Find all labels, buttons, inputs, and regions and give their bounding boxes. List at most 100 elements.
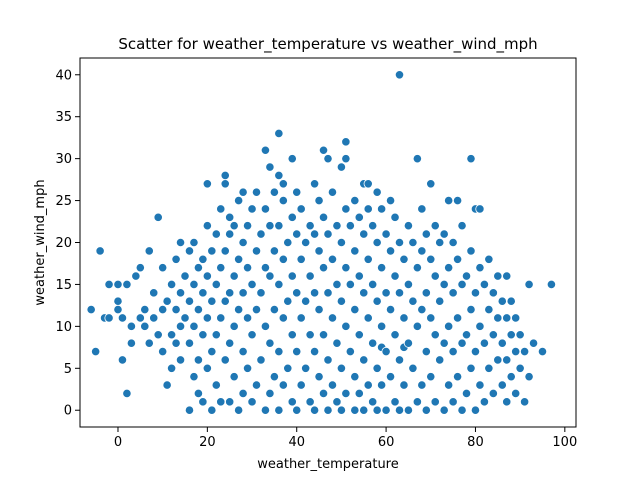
data-point	[466, 246, 476, 256]
data-point	[318, 263, 329, 273]
data-point	[283, 296, 293, 306]
x-tick-label: 20	[199, 435, 216, 450]
data-point	[260, 204, 271, 214]
data-point	[426, 179, 436, 189]
data-point	[207, 405, 217, 415]
data-point	[220, 296, 230, 306]
x-tick-label: 40	[288, 435, 305, 450]
data-point	[238, 288, 248, 298]
data-point	[457, 338, 467, 348]
data-point	[104, 313, 114, 323]
data-point	[314, 304, 324, 315]
data-point	[421, 405, 431, 415]
data-point	[466, 363, 476, 373]
data-point	[274, 346, 284, 357]
data-point	[488, 388, 498, 399]
data-point	[242, 263, 253, 273]
data-point	[350, 372, 360, 382]
y-tick-label: 25	[55, 194, 72, 209]
data-point	[412, 154, 422, 164]
data-point	[430, 330, 440, 340]
data-point	[309, 405, 320, 415]
data-point	[385, 195, 396, 206]
data-point	[234, 254, 244, 264]
data-point	[444, 195, 454, 206]
data-point	[113, 304, 123, 315]
data-point	[274, 405, 284, 415]
data-point	[399, 254, 409, 264]
data-point	[309, 179, 320, 189]
data-point	[269, 246, 279, 256]
data-point	[175, 321, 186, 331]
data-point	[216, 204, 226, 214]
data-point	[323, 288, 333, 298]
data-point	[305, 397, 315, 407]
data-point	[493, 313, 503, 323]
data-point	[363, 380, 373, 390]
data-point	[260, 263, 271, 273]
data-point	[234, 405, 244, 415]
data-point	[363, 179, 373, 189]
data-point	[278, 254, 288, 264]
data-point	[278, 195, 288, 206]
data-point	[426, 372, 436, 382]
data-point	[488, 288, 498, 298]
data-point	[305, 221, 315, 231]
data-point	[314, 195, 324, 206]
data-point	[269, 372, 279, 382]
data-point	[153, 330, 163, 340]
data-point	[417, 246, 427, 256]
data-point	[171, 304, 181, 315]
data-point	[309, 288, 320, 298]
data-point	[511, 388, 521, 399]
data-point	[368, 221, 378, 231]
data-point	[220, 170, 230, 181]
data-point	[180, 271, 190, 281]
data-point	[202, 221, 212, 231]
data-point	[452, 313, 463, 323]
data-point	[238, 237, 248, 248]
data-point	[350, 195, 360, 206]
points-layer	[86, 70, 557, 415]
data-point	[126, 338, 136, 348]
data-point	[229, 372, 239, 382]
data-point	[336, 162, 347, 172]
data-point	[341, 388, 351, 399]
data-point	[292, 346, 302, 357]
data-point	[193, 263, 204, 273]
y-tick-label: 0	[64, 404, 72, 419]
data-point	[220, 246, 230, 256]
data-point	[229, 271, 239, 281]
data-point	[336, 363, 347, 373]
data-point	[216, 397, 226, 407]
data-point	[269, 304, 279, 315]
data-point	[511, 346, 521, 357]
data-point	[372, 187, 382, 197]
data-point	[341, 204, 351, 214]
data-point	[207, 246, 217, 256]
data-point	[350, 304, 360, 315]
data-point	[113, 279, 123, 290]
data-point	[341, 321, 351, 331]
data-point	[439, 338, 449, 348]
data-point	[274, 221, 284, 231]
y-tick-label: 10	[55, 320, 72, 335]
data-point	[385, 304, 396, 315]
data-point	[408, 296, 418, 306]
data-point	[502, 397, 512, 407]
data-point	[439, 405, 449, 415]
data-point	[126, 321, 136, 331]
data-point	[296, 313, 306, 323]
data-point	[341, 154, 351, 164]
data-point	[448, 237, 458, 248]
data-point	[484, 304, 494, 315]
data-point	[184, 338, 195, 348]
data-point	[171, 254, 181, 264]
data-point	[283, 237, 293, 248]
data-point	[265, 388, 275, 399]
data-point	[167, 363, 177, 373]
data-point	[327, 380, 338, 390]
data-point	[363, 254, 373, 264]
data-point	[242, 221, 253, 231]
data-point	[265, 221, 275, 231]
